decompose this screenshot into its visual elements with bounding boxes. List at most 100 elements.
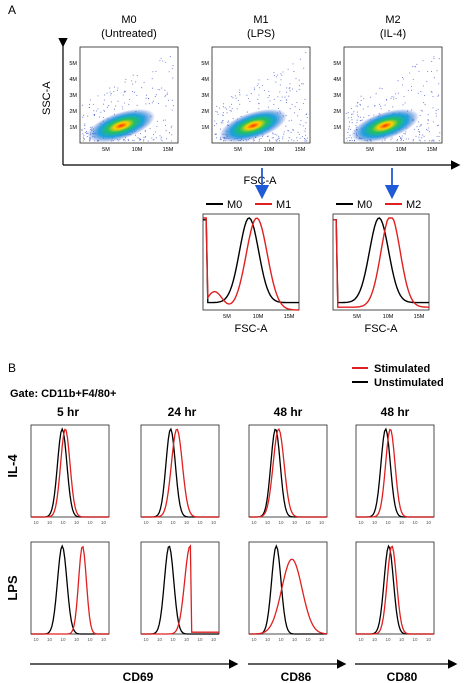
scatter-event xyxy=(263,89,265,91)
scatter-event xyxy=(122,108,124,110)
scatter-event xyxy=(402,84,404,86)
scatter-event xyxy=(421,137,423,139)
scatter-event xyxy=(220,139,222,141)
scatter-event xyxy=(267,79,269,81)
scatter-event xyxy=(161,140,163,142)
scatter-event xyxy=(103,103,105,105)
scatter-event xyxy=(357,116,359,118)
gate-label: Gate: CD11b+F4/80+ xyxy=(10,388,116,400)
scatter-event xyxy=(433,77,435,79)
scatter-event xyxy=(431,60,433,62)
scatter-event xyxy=(160,136,162,138)
scatter-event xyxy=(106,92,108,94)
scatter-event xyxy=(165,94,167,97)
scatter-event xyxy=(259,87,261,89)
scatter-event xyxy=(216,123,218,125)
stimulated-histogram xyxy=(356,428,434,518)
facs-histogram-lps-3: 10 10 10 10 10 10 xyxy=(248,541,328,642)
y-tick-label: 4M xyxy=(201,77,209,83)
facs-histogram-il-4-3: 10 10 10 10 10 10 xyxy=(248,424,328,525)
scatter-event xyxy=(350,107,353,109)
scatter-event xyxy=(422,85,424,87)
y-tick-label: 1M xyxy=(201,125,209,131)
scatter-event xyxy=(281,96,283,98)
overlay-histogram-m1: M0 M1 5M 10M 15M FSC-A xyxy=(202,199,300,335)
marker-label-cd86: CD86 xyxy=(281,670,312,683)
y-tick-label: 2M xyxy=(333,109,341,115)
scatter-event xyxy=(428,127,430,129)
scatter-event xyxy=(252,140,254,142)
scatter-event xyxy=(246,111,248,113)
scatter-event xyxy=(303,138,306,140)
scatter-event xyxy=(360,100,362,102)
facs-tick-label: 10 xyxy=(305,520,311,525)
scatter-event xyxy=(267,97,269,99)
facs-histogram-il-4-4: 10 10 10 10 10 10 xyxy=(355,424,435,525)
x-tick-label: 10M xyxy=(264,147,275,153)
scatter-event xyxy=(393,98,395,100)
scatter-event xyxy=(217,113,219,115)
scatter-event xyxy=(402,104,404,106)
legend-label-black: M0 xyxy=(227,199,242,211)
scatter-event xyxy=(291,103,293,105)
scatter-event xyxy=(285,102,287,104)
scatter-event xyxy=(293,112,296,114)
scatter-event xyxy=(439,132,441,134)
scatter-event xyxy=(304,138,306,140)
scatter-event xyxy=(418,131,420,133)
scatter-event xyxy=(286,91,288,93)
scatter-event xyxy=(268,90,270,92)
scatter-event xyxy=(347,131,349,134)
facs-tick-label: 10 xyxy=(143,637,149,642)
scatter-event xyxy=(113,91,115,93)
scatter-event xyxy=(402,139,405,141)
scatter-event xyxy=(287,68,289,70)
scatter-event xyxy=(418,139,420,141)
scatter-event xyxy=(219,138,221,141)
scatter-event xyxy=(438,124,440,126)
scatter-event xyxy=(436,70,438,72)
scatter-event xyxy=(278,138,280,140)
scatter-event xyxy=(117,87,119,89)
facs-tick-label: 10 xyxy=(372,637,378,642)
scatter-event xyxy=(123,102,125,104)
x-tick-label: 15M xyxy=(414,314,425,320)
facs-tick-label: 10 xyxy=(292,637,298,642)
facs-histogram-lps-2: 10 10 10 10 10 10 xyxy=(140,541,220,642)
scatter-event xyxy=(289,87,291,89)
stimulated-histogram xyxy=(31,545,109,635)
scatter-event xyxy=(393,96,395,98)
scatter-event xyxy=(396,140,398,142)
scatter-event xyxy=(427,113,429,116)
scatter-event xyxy=(136,94,138,97)
scatter-event xyxy=(407,89,409,92)
scatter-event xyxy=(260,137,262,139)
scatter-event xyxy=(420,91,422,93)
scatter-event xyxy=(215,133,217,135)
scatter-event xyxy=(303,67,305,69)
scatter-event xyxy=(373,114,375,116)
scatter-event xyxy=(273,75,276,77)
facs-tick-label: 10 xyxy=(265,520,271,525)
scatter-event xyxy=(402,78,404,80)
facs-tick-label: 10 xyxy=(157,637,163,642)
scatter-event xyxy=(304,140,306,142)
scatter-event xyxy=(392,106,394,108)
scatter-event xyxy=(222,114,224,116)
scatter-event xyxy=(367,106,369,108)
scatter-event xyxy=(412,140,414,142)
facs-tick-label: 10 xyxy=(143,520,149,525)
scatter-event xyxy=(430,91,432,93)
legend-label-red: M1 xyxy=(276,199,291,211)
scatter-event xyxy=(435,115,437,117)
scatter-event xyxy=(420,109,422,111)
scatter-event xyxy=(410,89,413,91)
x-tick-label: 10M xyxy=(396,147,407,153)
scatter-event xyxy=(346,140,348,142)
scatter-event xyxy=(125,78,127,80)
facs-tick-label: 10 xyxy=(101,637,107,642)
scatter-event xyxy=(136,75,138,77)
scatter-event xyxy=(113,108,116,110)
scatter-event xyxy=(219,128,221,130)
scatter-event xyxy=(419,134,421,136)
